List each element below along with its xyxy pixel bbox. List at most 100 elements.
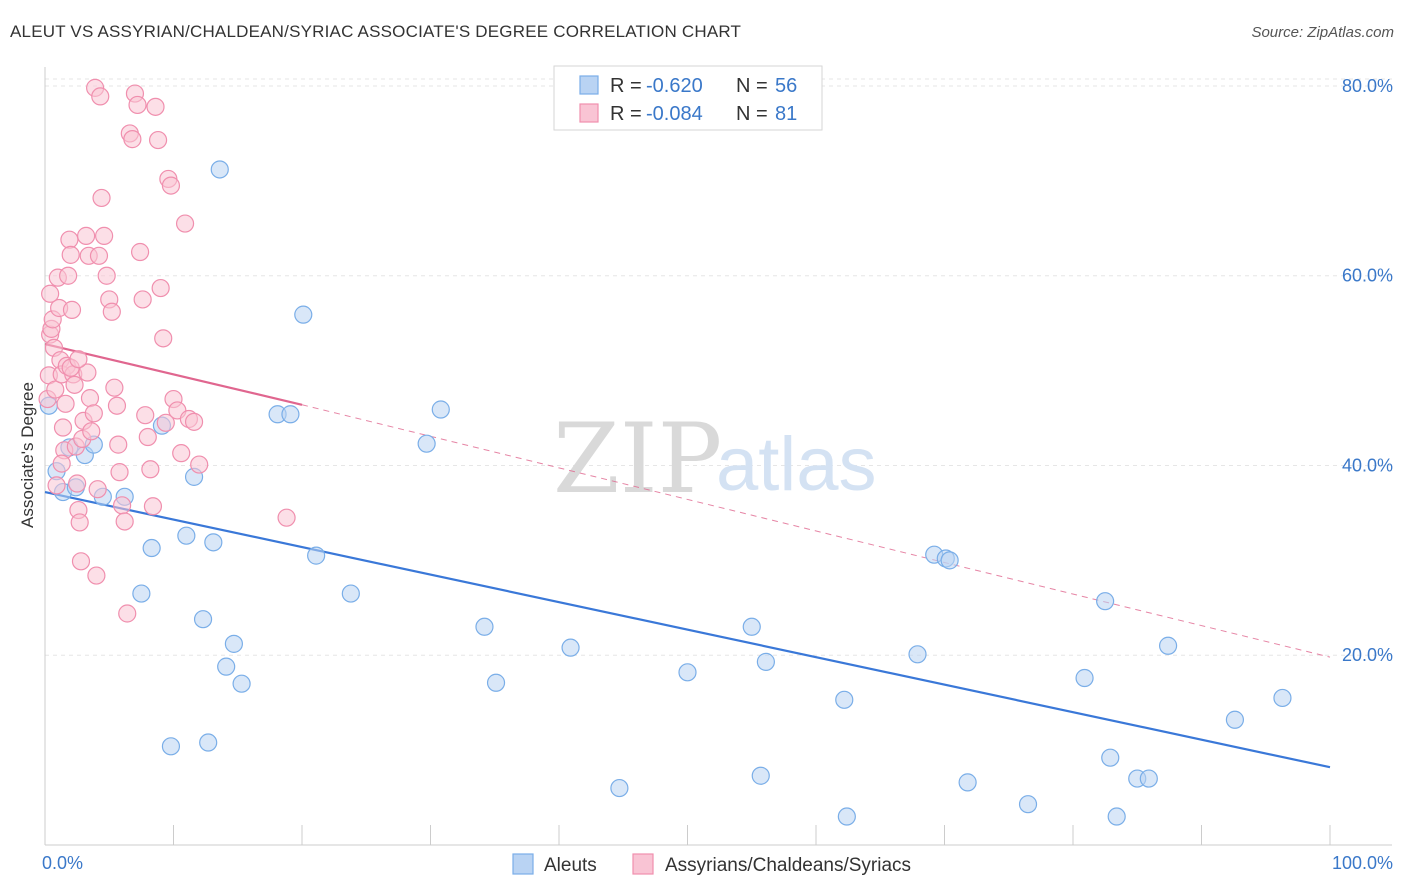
series-legend-swatch-aleuts	[512, 853, 534, 875]
data-point	[68, 474, 87, 493]
data-point	[60, 230, 79, 249]
data-point	[62, 300, 82, 319]
chart-title: ALEUT VS ASSYRIAN/CHALDEAN/SYRIAC ASSOCI…	[10, 22, 742, 41]
data-point	[184, 412, 204, 431]
data-point	[88, 480, 107, 499]
data-point	[47, 476, 66, 495]
data-point	[146, 97, 165, 116]
data-point	[277, 508, 296, 527]
watermark-atlas: atlas	[716, 422, 877, 507]
data-point	[193, 610, 213, 629]
trend-lines	[44, 342, 1331, 769]
data-point	[561, 638, 580, 657]
data-point	[97, 266, 116, 285]
data-point	[1158, 636, 1178, 655]
data-point	[431, 400, 450, 419]
data-point	[107, 396, 127, 415]
y-tick-label: 40.0%	[1342, 455, 1393, 475]
data-point	[70, 513, 89, 532]
legend-r-value: -0.620	[646, 75, 703, 97]
legend-n-value: 56	[775, 75, 797, 97]
data-point	[175, 214, 195, 233]
data-point	[217, 657, 236, 676]
data-point	[59, 266, 78, 285]
series-points-assyrians	[38, 78, 296, 623]
trend-line-extension	[301, 404, 1331, 658]
data-point	[138, 427, 157, 447]
axes	[44, 67, 1392, 846]
data-point	[1273, 688, 1292, 708]
data-point	[148, 130, 168, 150]
data-point	[65, 375, 84, 394]
data-point	[102, 302, 121, 321]
source-credit: Source: ZipAtlas.com	[1251, 24, 1394, 41]
data-point	[908, 645, 927, 664]
data-point	[224, 634, 243, 653]
data-point	[105, 378, 124, 397]
data-point	[115, 512, 134, 531]
trend-line-aleuts	[44, 490, 1331, 769]
data-point	[142, 538, 161, 558]
legend-row-aleuts: R = -0.620 N = 56	[579, 75, 797, 97]
data-point	[190, 455, 209, 474]
data-point	[958, 773, 977, 792]
data-point	[199, 733, 218, 752]
data-point	[417, 434, 436, 453]
grid-lines	[45, 78, 1392, 656]
data-point	[742, 617, 761, 636]
data-point	[133, 290, 152, 309]
data-point	[1139, 769, 1158, 788]
data-point	[1101, 748, 1120, 767]
y-tick-labels: 20.0% 40.0% 60.0% 80.0%	[1342, 76, 1393, 665]
data-point	[130, 242, 150, 262]
data-point	[112, 496, 132, 515]
data-point	[678, 663, 697, 682]
data-point	[1018, 795, 1038, 814]
legend-n-label: N =	[736, 103, 768, 125]
y-tick-label: 80.0%	[1342, 76, 1393, 96]
legend-n-value: 81	[775, 103, 797, 125]
data-point	[69, 350, 88, 369]
data-point	[154, 329, 173, 348]
data-point	[136, 406, 155, 425]
data-point	[1225, 710, 1245, 729]
data-point	[132, 584, 151, 603]
legend-swatch-aleuts	[579, 75, 599, 95]
data-point	[341, 584, 360, 603]
data-point	[940, 551, 959, 570]
data-point	[610, 778, 629, 798]
legend-r-value: -0.084	[646, 103, 703, 125]
series-legend-swatch-assyrians	[632, 853, 654, 875]
data-point	[210, 160, 229, 179]
trend-line-assyrians	[44, 342, 303, 406]
y-tick-label: 20.0%	[1342, 645, 1393, 665]
data-point	[77, 226, 96, 245]
watermark: ZIP atlas	[553, 403, 877, 515]
data-point	[89, 246, 109, 265]
data-point	[118, 604, 137, 623]
data-point	[52, 454, 71, 473]
data-point	[71, 552, 91, 571]
data-point	[95, 226, 114, 245]
data-point	[204, 533, 223, 552]
data-point	[294, 305, 313, 324]
data-point	[156, 413, 175, 432]
data-point	[109, 435, 128, 454]
watermark-zip: ZIP	[553, 403, 722, 515]
series-legend-label-assyrians: Assyrians/Chaldeans/Syriacs	[665, 855, 911, 876]
series-legend: Aleuts Assyrians/Chaldeans/Syriacs	[512, 853, 911, 876]
data-point	[281, 405, 300, 424]
data-point	[232, 674, 251, 693]
data-point	[141, 460, 160, 479]
data-point	[87, 566, 106, 585]
data-point	[82, 422, 101, 441]
data-point	[80, 389, 100, 408]
data-point	[756, 652, 775, 671]
data-point	[751, 766, 770, 785]
legend-swatch-assyrians	[579, 103, 599, 123]
data-point	[78, 363, 97, 382]
stats-legend: R = -0.620 N = 56 R = -0.084 N = 81	[553, 65, 823, 131]
data-point	[92, 188, 111, 208]
data-point	[1107, 807, 1126, 826]
